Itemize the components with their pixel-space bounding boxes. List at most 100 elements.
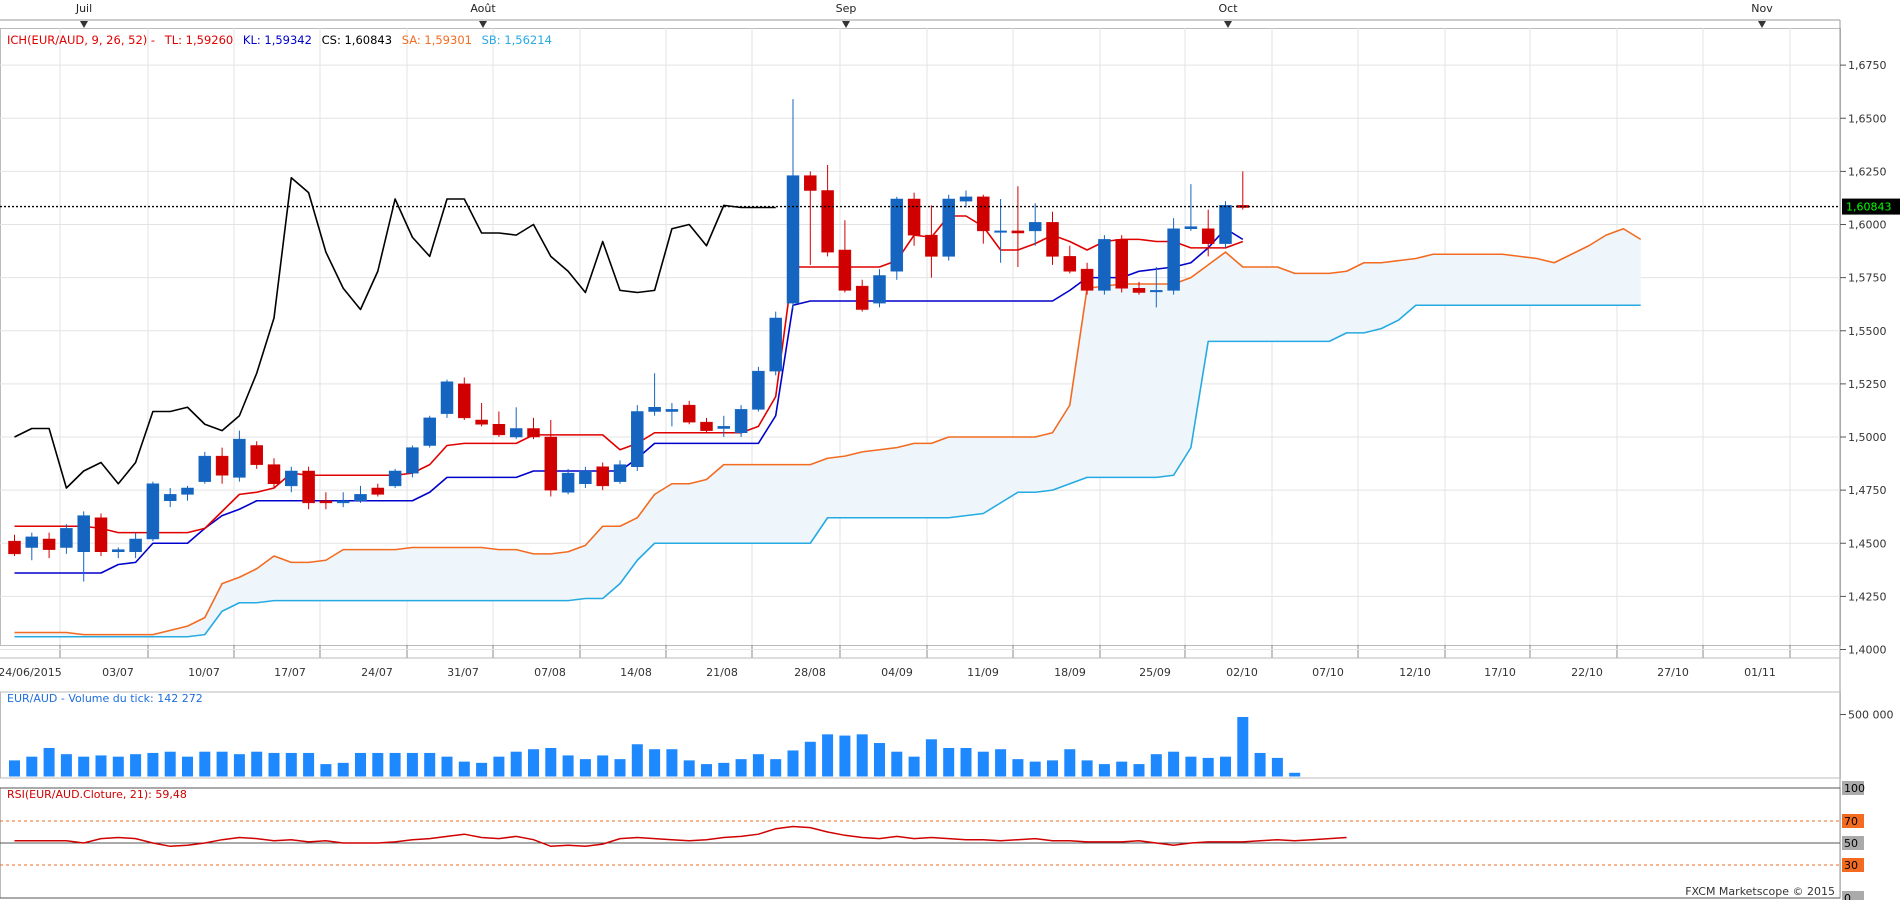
volume-bar	[718, 762, 730, 777]
volume-bar	[597, 755, 609, 777]
volume-bar	[1064, 749, 1076, 777]
date-tick-label: 27/10	[1657, 666, 1689, 679]
volume-bar	[372, 752, 384, 777]
volume-bar	[1098, 764, 1110, 777]
volume-bar	[493, 756, 505, 777]
volume-bar	[1116, 761, 1128, 777]
candle-up	[994, 230, 1007, 233]
volume-bar	[908, 756, 920, 777]
volume-bar	[78, 756, 90, 777]
volume-bar	[770, 759, 782, 777]
month-label: Juil	[75, 2, 92, 15]
price-tick-label: 1,5000	[1848, 431, 1887, 444]
volume-bar	[960, 747, 972, 777]
candle-down	[250, 445, 263, 465]
volume-bar	[1150, 754, 1162, 777]
candle-up	[406, 447, 419, 474]
price-tick-label: 1,4500	[1848, 537, 1887, 550]
candle-up	[77, 515, 90, 552]
volume-bar	[701, 764, 712, 777]
rsi-level-tag	[1842, 858, 1864, 872]
candle-down	[855, 285, 869, 310]
volume-bar	[528, 749, 539, 777]
senkou-span-a-line	[14, 227, 1642, 636]
price-tick-label: 1,4250	[1848, 590, 1887, 603]
rsi-level-tag	[1842, 814, 1864, 828]
volume-panel-frame	[0, 691, 1841, 779]
legend-name: ICH(EUR/AUD, 9, 26, 52) -	[7, 33, 156, 47]
volume-bar	[130, 754, 142, 777]
candle-down	[682, 404, 696, 423]
footer-copyright: FXCM Marketscope © 2015	[1685, 885, 1835, 898]
tenkan-sen-line	[14, 215, 1244, 534]
volume-bar	[389, 752, 401, 777]
date-tick-label: 11/09	[967, 666, 999, 679]
legend-kl: KL: 1,59342	[242, 33, 312, 47]
candle-down	[804, 175, 817, 191]
volume-bar	[147, 752, 159, 777]
candle-down	[596, 466, 609, 487]
volume-bar	[1202, 757, 1214, 777]
volume-bar	[320, 764, 332, 777]
price-tick-label: 1,5250	[1848, 378, 1887, 391]
senkou-span-b-line	[14, 304, 1641, 638]
volume-bar	[579, 759, 591, 777]
candle-up	[1219, 205, 1232, 244]
candle-up	[146, 483, 160, 540]
rsi-line	[14, 825, 1347, 848]
candle-down	[215, 455, 229, 476]
rsi-level-tag	[1842, 836, 1864, 850]
date-tick-label: 04/09	[881, 666, 913, 679]
date-tick-label: 07/10	[1312, 666, 1344, 679]
volume-bar	[1168, 751, 1180, 777]
candle-up	[942, 198, 955, 257]
date-tick-label: 02/10	[1226, 666, 1258, 679]
candle-down	[1046, 222, 1059, 257]
volume-bar	[1047, 760, 1058, 777]
volume-bar	[60, 754, 72, 777]
candle-up	[631, 411, 644, 467]
candle-down	[925, 234, 938, 257]
candle-up	[734, 409, 748, 433]
month-marker	[842, 21, 850, 28]
volume-bar	[1185, 756, 1197, 777]
candle-up	[285, 470, 298, 487]
price-tick-label: 1,5750	[1848, 272, 1887, 285]
volume-bar	[856, 734, 868, 777]
volume-bar	[233, 754, 245, 777]
candle-up	[60, 528, 73, 548]
date-tick-label: 03/07	[102, 666, 134, 679]
volume-legend: EUR/AUD - Volume du tick: 142 272	[7, 692, 203, 705]
volume-bar	[199, 751, 211, 777]
volume-bar	[1133, 764, 1145, 777]
candle-up	[752, 370, 765, 410]
volume-bar	[1012, 759, 1024, 777]
price-tick-label: 1,4000	[1848, 644, 1887, 657]
rsi-level-label: 70	[1844, 815, 1858, 828]
price-tick-label: 1,6500	[1848, 112, 1887, 125]
volume-bar	[9, 760, 20, 777]
candle-down	[821, 190, 834, 253]
candle-down	[1236, 205, 1250, 208]
volume-bar	[804, 741, 816, 777]
rsi-level-label: 30	[1844, 859, 1858, 872]
candle-down	[700, 421, 713, 431]
volume-bar	[943, 747, 955, 777]
date-tick-label: 07/08	[534, 666, 566, 679]
legend-cs: CS: 1,60843	[321, 33, 393, 47]
candle-up	[336, 500, 350, 504]
price-tick-label: 1,6750	[1848, 59, 1887, 72]
month-marker	[1224, 21, 1232, 28]
volume-bar	[839, 735, 851, 777]
last-price-tag	[1842, 198, 1900, 215]
month-marker	[479, 21, 487, 28]
date-tick-label: 18/09	[1054, 666, 1086, 679]
volume-bar	[1271, 757, 1283, 777]
volume-bar	[631, 744, 643, 777]
price-tick-label: 1,5500	[1848, 325, 1887, 338]
candle-down	[1080, 268, 1094, 291]
candle-up	[890, 198, 904, 272]
month-marker	[80, 21, 88, 28]
price-tick-label: 1,4750	[1848, 484, 1887, 497]
